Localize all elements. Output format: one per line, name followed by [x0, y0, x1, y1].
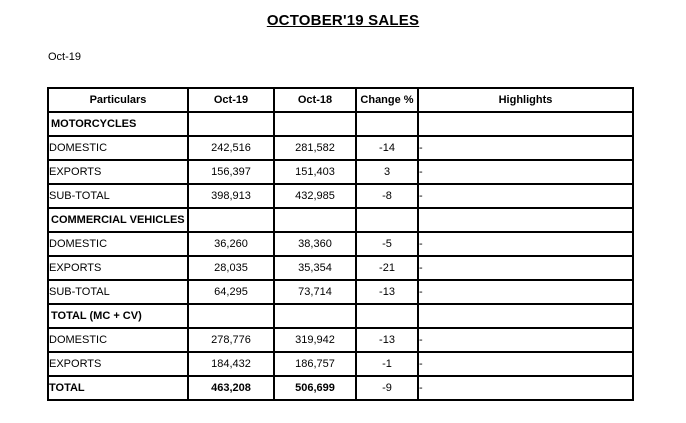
- table-row: SUB-TOTAL 64,295 73,714 -13 -: [47, 279, 634, 305]
- table-row: DOMESTIC 36,260 38,360 -5 -: [47, 231, 634, 257]
- table-header-row: Particulars Oct-19 Oct-18 Change % Highl…: [47, 87, 634, 113]
- table-row: SUB-TOTAL 398,913 432,985 -8 -: [47, 183, 634, 209]
- particulars-cell: MOTORCYCLES: [47, 111, 189, 137]
- highlights-cell: -: [417, 255, 634, 281]
- oct18-value: [273, 303, 357, 329]
- oct18-value: 186,757: [273, 351, 357, 377]
- highlights-cell: [417, 303, 634, 329]
- particulars-cell: DOMESTIC: [47, 135, 189, 161]
- table-row-section-motorcycles: MOTORCYCLES: [47, 111, 634, 137]
- oct19-value: 463,208: [187, 375, 275, 401]
- highlights-cell: -: [417, 327, 634, 353]
- table-row: DOMESTIC 242,516 281,582 -14 -: [47, 135, 634, 161]
- highlights-cell: -: [417, 159, 634, 185]
- particulars-cell: EXPORTS: [47, 255, 189, 281]
- sales-table: Particulars Oct-19 Oct-18 Change % Highl…: [47, 87, 634, 401]
- oct19-value: [187, 111, 275, 137]
- change-value: -5: [355, 231, 419, 257]
- change-value: -14: [355, 135, 419, 161]
- particulars-cell: TOTAL: [47, 375, 189, 401]
- highlights-cell: [417, 111, 634, 137]
- col-header-change: Change %: [355, 87, 419, 113]
- particulars-cell: SUB-TOTAL: [47, 279, 189, 305]
- particulars-cell: EXPORTS: [47, 351, 189, 377]
- col-header-oct19: Oct-19: [187, 87, 275, 113]
- oct19-value: 184,432: [187, 351, 275, 377]
- oct19-value: 64,295: [187, 279, 275, 305]
- particulars-cell: SUB-TOTAL: [47, 183, 189, 209]
- particulars-cell: EXPORTS: [47, 159, 189, 185]
- highlights-cell: -: [417, 375, 634, 401]
- table-row-grand-total: TOTAL 463,208 506,699 -9 -: [47, 375, 634, 401]
- oct19-value: 28,035: [187, 255, 275, 281]
- oct19-value: [187, 207, 275, 233]
- oct19-value: 156,397: [187, 159, 275, 185]
- highlights-cell: -: [417, 351, 634, 377]
- oct18-value: 432,985: [273, 183, 357, 209]
- oct18-value: [273, 111, 357, 137]
- particulars-cell: DOMESTIC: [47, 231, 189, 257]
- oct18-value: 319,942: [273, 327, 357, 353]
- oct19-value: 242,516: [187, 135, 275, 161]
- oct19-value: 398,913: [187, 183, 275, 209]
- change-value: -9: [355, 375, 419, 401]
- oct19-value: 36,260: [187, 231, 275, 257]
- particulars-cell: COMMERCIAL VEHICLES: [47, 207, 189, 233]
- highlights-cell: -: [417, 135, 634, 161]
- change-value: -13: [355, 279, 419, 305]
- change-value: -13: [355, 327, 419, 353]
- highlights-cell: -: [417, 183, 634, 209]
- oct18-value: 281,582: [273, 135, 357, 161]
- change-value: [355, 303, 419, 329]
- col-header-particulars: Particulars: [47, 87, 189, 113]
- oct19-value: [187, 303, 275, 329]
- change-value: -1: [355, 351, 419, 377]
- period-label: Oct-19: [48, 51, 82, 63]
- oct19-value: 278,776: [187, 327, 275, 353]
- table-row: EXPORTS 156,397 151,403 3 -: [47, 159, 634, 185]
- oct18-value: 38,360: [273, 231, 357, 257]
- oct18-value: 73,714: [273, 279, 357, 305]
- table-row: EXPORTS 184,432 186,757 -1 -: [47, 351, 634, 377]
- table-row-section-commercial-vehicles: COMMERCIAL VEHICLES: [47, 207, 634, 233]
- oct18-value: [273, 207, 357, 233]
- change-value: -21: [355, 255, 419, 281]
- highlights-cell: [417, 207, 634, 233]
- particulars-cell: TOTAL (MC + CV): [47, 303, 189, 329]
- highlights-cell: -: [417, 231, 634, 257]
- table-row-section-total-mc-cv: TOTAL (MC + CV): [47, 303, 634, 329]
- col-header-oct18: Oct-18: [273, 87, 357, 113]
- col-header-highlights: Highlights: [417, 87, 634, 113]
- table-row: EXPORTS 28,035 35,354 -21 -: [47, 255, 634, 281]
- highlights-cell: -: [417, 279, 634, 305]
- page-title: OCTOBER'19 SALES: [266, 12, 420, 29]
- change-value: 3: [355, 159, 419, 185]
- change-value: -8: [355, 183, 419, 209]
- change-value: [355, 207, 419, 233]
- oct18-value: 506,699: [273, 375, 357, 401]
- table-row: DOMESTIC 278,776 319,942 -13 -: [47, 327, 634, 353]
- oct18-value: 35,354: [273, 255, 357, 281]
- change-value: [355, 111, 419, 137]
- particulars-cell: DOMESTIC: [47, 327, 189, 353]
- oct18-value: 151,403: [273, 159, 357, 185]
